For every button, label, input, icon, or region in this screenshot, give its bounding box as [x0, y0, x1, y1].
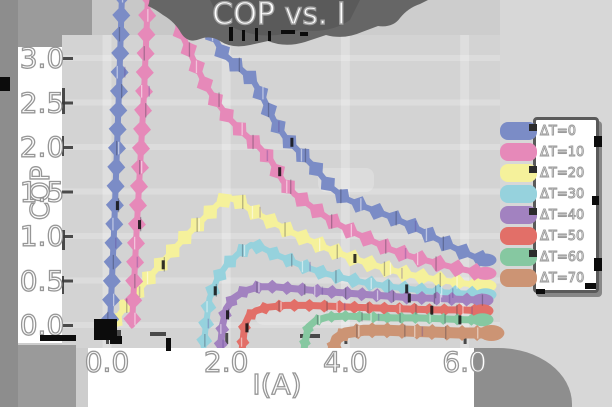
- legend-border-nub: [529, 124, 537, 131]
- legend-swatch: [500, 248, 537, 266]
- legend-swatch: [500, 227, 537, 245]
- legend-swatch: [500, 269, 537, 287]
- legend-label: ΔT=50: [540, 229, 585, 245]
- legend-label: ΔT=40: [540, 208, 585, 224]
- glitch-mark: [594, 136, 602, 147]
- glitch-mark: [40, 335, 76, 341]
- legend-swatch: [500, 206, 537, 224]
- glitch-mark: [255, 28, 258, 41]
- glitch-mark: [536, 289, 545, 294]
- legend-swatch: [500, 143, 537, 161]
- legend-label: ΔT=0: [540, 124, 577, 140]
- legend-entry: ΔT=60: [500, 248, 596, 267]
- glitch-mark: [229, 27, 233, 41]
- legend-entry: ΔT=40: [500, 206, 596, 225]
- glitch-mark: [166, 338, 171, 351]
- y-tick-label: 1.5: [19, 174, 65, 208]
- legend-label: ΔT=60: [540, 250, 585, 266]
- x-tick-label: 6.0: [442, 345, 488, 379]
- legend-swatch: [500, 122, 537, 140]
- x-tick-label: 2.0: [203, 345, 249, 379]
- figure-margin-bottomleft: [18, 345, 76, 407]
- figure-margin-left: [0, 0, 18, 407]
- chart-title: COP vs. I: [212, 0, 347, 33]
- legend-entry: ΔT=20: [500, 164, 596, 183]
- y-tick-label: 0.5: [19, 263, 65, 297]
- glitch-mark: [242, 30, 245, 41]
- glitch-mark: [281, 30, 295, 34]
- legend-entry: ΔT=30: [500, 185, 596, 204]
- y-tick-label: 3.0: [19, 41, 65, 75]
- legend-label: ΔT=70: [540, 271, 585, 287]
- x-tick-label-panel: [88, 348, 474, 407]
- glitch-mark: [594, 258, 602, 271]
- legend-border-nub: [529, 166, 537, 173]
- legend-entry: ΔT=10: [500, 143, 596, 162]
- legend-border-nub: [529, 250, 537, 257]
- glitch-mark: [0, 77, 10, 91]
- glitch-mark: [592, 196, 599, 205]
- y-tick-label: 2.5: [19, 85, 65, 119]
- legend-label: ΔT=10: [540, 145, 585, 161]
- glitch-mark: [585, 283, 596, 289]
- legend-label: ΔT=30: [540, 187, 585, 203]
- x-axis-label: I(A): [252, 367, 303, 401]
- legend-entry: ΔT=50: [500, 227, 596, 246]
- legend: ΔT=0 ΔT=10 ΔT=20 ΔT=30 ΔT=40 ΔT=50 ΔT=60 ΔT=70: [500, 117, 599, 293]
- x-tick-label: 0.0: [84, 345, 130, 379]
- glitch-mark: [94, 319, 117, 340]
- legend-swatch: [500, 185, 537, 203]
- legend-label: ΔT=20: [540, 166, 585, 182]
- x-tick-label: 4.0: [322, 345, 368, 379]
- legend-entry: ΔT=0: [500, 122, 596, 141]
- y-tick-label: 2.0: [19, 130, 65, 164]
- legend-swatch: [500, 164, 537, 182]
- glitch-mark: [110, 336, 122, 344]
- legend-entry: ΔT=70: [500, 269, 596, 288]
- glitch-mark: [300, 32, 308, 36]
- glitch-mark: [268, 31, 271, 41]
- y-tick-label-panel: [18, 47, 62, 343]
- legend-border-nub: [529, 208, 537, 215]
- y-tick-label: 1.0: [19, 219, 65, 253]
